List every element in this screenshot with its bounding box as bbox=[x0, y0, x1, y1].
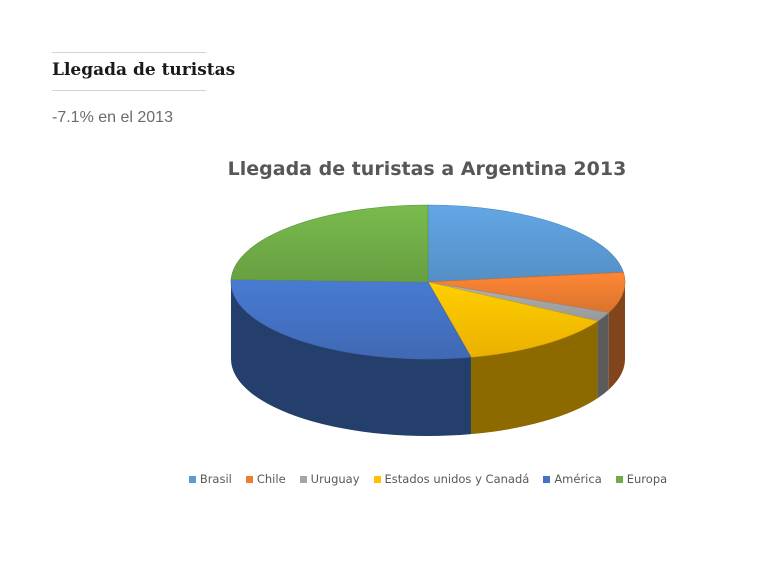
legend-swatch bbox=[299, 475, 307, 483]
pie-slice-estados-unidos-y-canad- bbox=[427, 281, 599, 358]
title-rule-bottom bbox=[52, 90, 206, 91]
legend-label: Estados unidos y Canadá bbox=[384, 472, 530, 486]
legend-swatch bbox=[615, 475, 623, 483]
pie-tops bbox=[230, 204, 626, 360]
title-rule-top bbox=[52, 52, 206, 53]
pie-slice-chile bbox=[427, 272, 626, 313]
chart-title: Llegada de turistas a Argentina 2013 bbox=[227, 158, 627, 180]
pie-slice-am-rica bbox=[230, 279, 472, 360]
slide-subtitle: -7.1% en el 2013 bbox=[52, 109, 173, 126]
pie-slice-europa bbox=[230, 204, 429, 283]
legend-item: América bbox=[543, 472, 602, 486]
pie-side-am-rica bbox=[231, 282, 471, 436]
legend-item: Brasil bbox=[188, 472, 232, 486]
pie-side-uruguay bbox=[597, 312, 609, 399]
legend-label: Chile bbox=[256, 472, 286, 486]
slide-title: Llegada de turistas bbox=[52, 60, 236, 80]
legend-item: Europa bbox=[615, 472, 668, 486]
legend-item: Chile bbox=[245, 472, 286, 486]
legend-swatch bbox=[373, 475, 381, 483]
chart-legend: Brasil Chile Uruguay Estados unidos y Canad… bbox=[0, 472, 768, 486]
legend-label: Europa bbox=[626, 472, 668, 486]
legend-label: América bbox=[554, 472, 602, 486]
pie-side-estados-unidos-y-canad- bbox=[470, 321, 598, 435]
legend-label: Uruguay bbox=[310, 472, 360, 486]
legend-swatch bbox=[188, 475, 196, 483]
legend-swatch bbox=[245, 475, 253, 483]
pie-slice-brasil bbox=[427, 204, 624, 283]
legend-label: Brasil bbox=[199, 472, 232, 486]
legend-item: Estados unidos y Canadá bbox=[373, 472, 530, 486]
legend-item: Uruguay bbox=[299, 472, 360, 486]
legend-swatch bbox=[543, 475, 551, 483]
